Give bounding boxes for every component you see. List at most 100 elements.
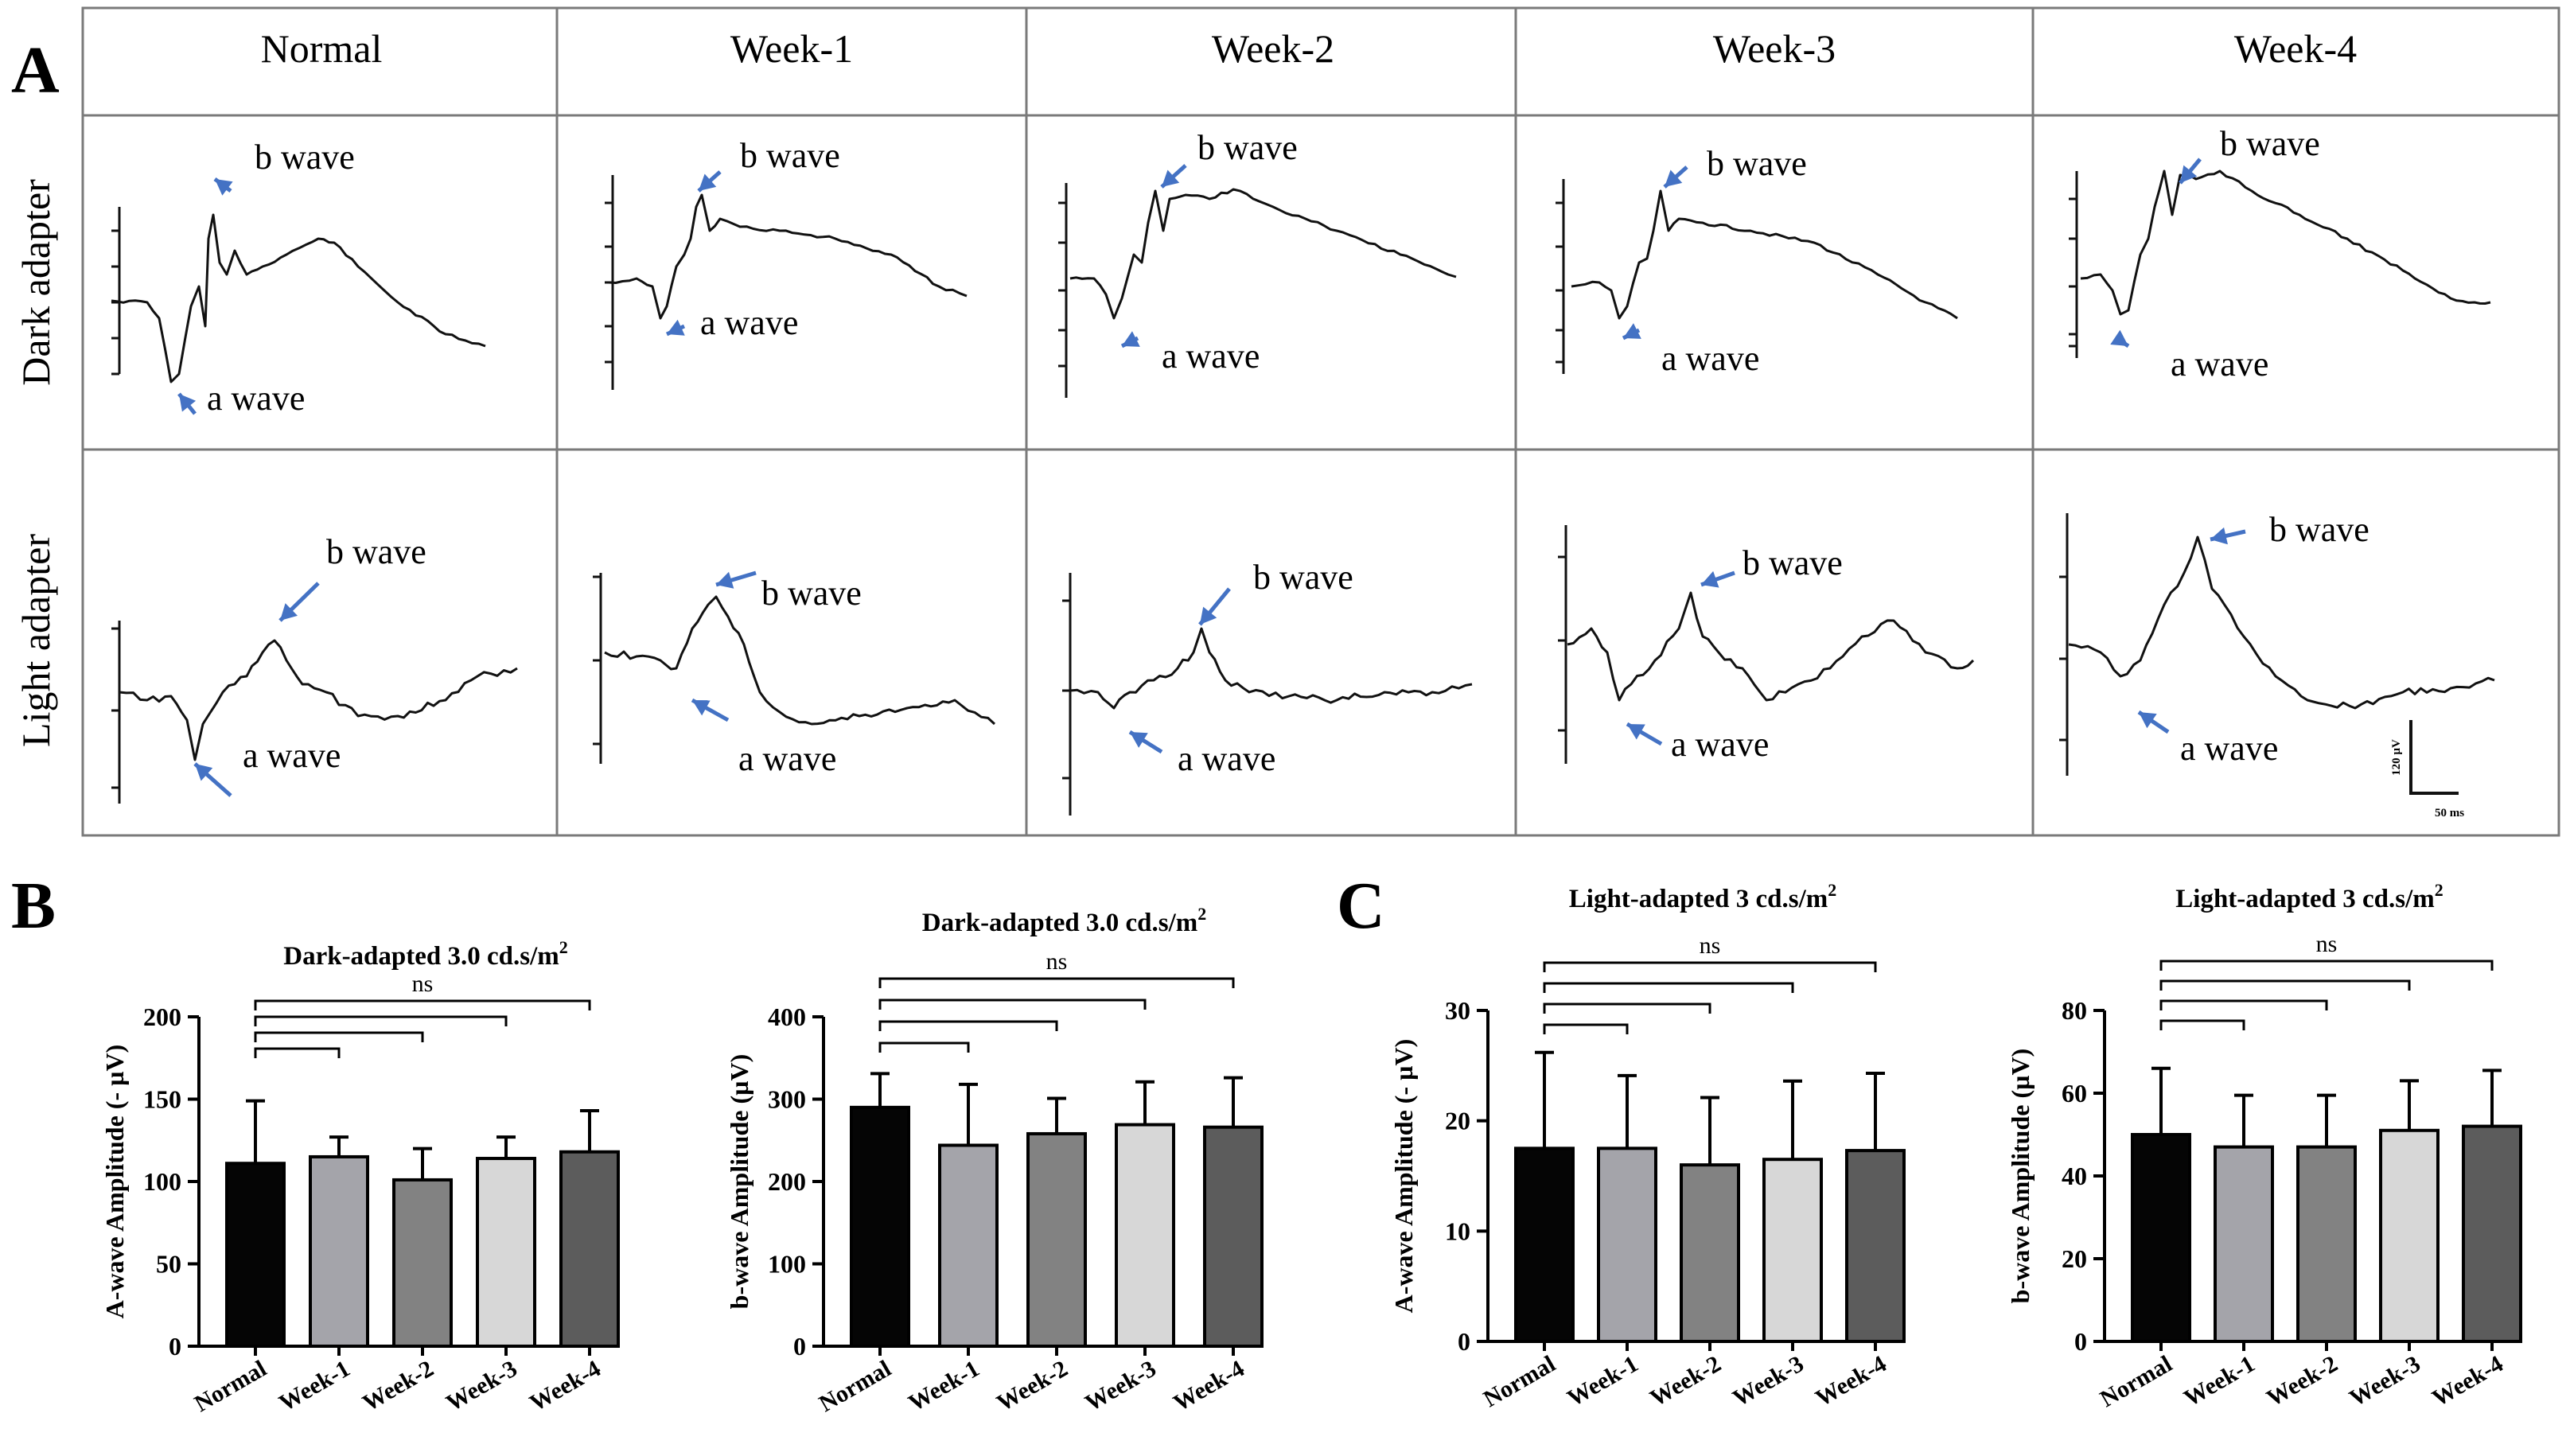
significance-label: ns [412, 971, 434, 997]
y-tick-label: 0 [793, 1332, 806, 1361]
b-wave-label: b wave [740, 136, 840, 175]
x-tick-label: Week-2 [358, 1355, 438, 1416]
chart-dark-a-wave: Dark-adapted 3.0 cd.s/m2 A-wave Amplitude… [100, 937, 620, 1417]
light-trace-axis-1 [593, 573, 602, 764]
b-wave-arrow [1198, 587, 1231, 626]
y-tick-label: 400 [768, 1002, 806, 1031]
significance-bracket [2159, 979, 2411, 991]
bar-normal [225, 1162, 286, 1349]
bar-week-2 [2296, 1145, 2357, 1343]
y-tick-label: 10 [1445, 1217, 1470, 1245]
x-tick-label: Week-1 [1563, 1350, 1642, 1411]
y-axis-label: A-wave Amplitude (- µV) [100, 1045, 129, 1319]
a-wave-label: a wave [2180, 729, 2278, 768]
b-wave-arrow [278, 582, 320, 622]
x-tick-label: Week-3 [442, 1355, 521, 1416]
chart-light-b-wave: Light-adapted 3 cd.s/m2 b-wave Amplitude … [2006, 880, 2522, 1412]
y-tick-label: 0 [169, 1332, 181, 1361]
x-tick-label: Week-4 [525, 1355, 605, 1416]
dark-trace-axis-2 [1058, 183, 1068, 398]
x-tick-label: Normal [190, 1355, 271, 1417]
light-trace-axis-0 [111, 621, 121, 804]
b-wave-arrow [2210, 527, 2246, 545]
significance-label: ns [1046, 948, 1068, 975]
y-tick-label: 20 [2062, 1244, 2087, 1273]
bar-week-4 [559, 1150, 620, 1348]
significance-bracket [878, 999, 1147, 1010]
y-axis-label: b-wave Amplitude (µV) [725, 1054, 753, 1310]
x-tick-label: Week-2 [992, 1355, 1072, 1416]
x-tick-label: Week-3 [1728, 1350, 1808, 1411]
b-wave-label: b wave [326, 532, 426, 571]
panel-letter-c: C [1337, 869, 1385, 943]
a-wave-label: a wave [207, 379, 305, 418]
y-tick-label: 300 [768, 1085, 806, 1114]
erg-trace [2080, 169, 2491, 316]
bar-week-1 [1597, 1147, 1657, 1344]
significance-bracket [1543, 1023, 1629, 1034]
a-wave-arrow [177, 392, 197, 415]
b-wave-arrow [2179, 158, 2202, 185]
light-trace-axis-4 [2059, 513, 2069, 776]
bar-week-4 [1203, 1125, 1264, 1348]
b-wave-arrow [1160, 164, 1187, 189]
light-trace-axis-2 [1062, 573, 1072, 816]
panel-a-grid [81, 6, 2560, 837]
light-trace-axis-3 [1558, 525, 1567, 764]
a-wave-arrow [2110, 329, 2130, 348]
erg-trace [1567, 591, 1975, 702]
b-wave-label: b wave [255, 138, 355, 177]
y-tick-label: 0 [1458, 1327, 1470, 1356]
bar-week-3 [1115, 1123, 1175, 1348]
dark-trace-axis-0 [111, 207, 121, 376]
bar-week-2 [392, 1178, 453, 1348]
a-wave-label: a wave [243, 736, 341, 775]
y-tick-label: 150 [143, 1085, 181, 1114]
significance-bracket [1543, 982, 1794, 993]
column-header-week-2: Week-2 [1212, 26, 1334, 71]
x-tick-label: Week-1 [2179, 1350, 2259, 1411]
significance-bracket [254, 1015, 508, 1026]
significance-bracket [878, 977, 1235, 988]
erg-trace [1571, 189, 1958, 320]
a-wave-label: a wave [1661, 339, 1759, 378]
x-tick-label: Normal [2096, 1350, 2177, 1412]
column-header-week-4: Week-4 [2234, 26, 2357, 71]
a-wave-arrow [1622, 323, 1641, 341]
bar-week-4 [2462, 1124, 2522, 1343]
b-wave-label: b wave [1707, 144, 1807, 183]
chart-title: Dark-adapted 3.0 cd.s/m2 [922, 904, 1207, 937]
erg-trace [1069, 188, 1457, 320]
significance-bracket [2159, 999, 2328, 1010]
dark-trace-axis-3 [1556, 179, 1565, 374]
b-wave-arrow [1663, 165, 1688, 189]
y-tick-label: 0 [2074, 1327, 2087, 1356]
bar-normal [850, 1105, 910, 1348]
column-header-week-1: Week-1 [730, 26, 853, 71]
b-wave-label: b wave [761, 574, 862, 613]
b-wave-label: b wave [2220, 124, 2320, 163]
significance-bracket [254, 1047, 341, 1058]
a-wave-arrow [193, 762, 232, 797]
a-wave-arrow [1626, 722, 1663, 746]
dark-trace-axis-4 [2069, 171, 2078, 358]
x-tick-label: Week-3 [2345, 1350, 2424, 1411]
significance-bracket [878, 1020, 1058, 1031]
chart-title: Light-adapted 3 cd.s/m2 [2175, 880, 2443, 913]
erg-trace [1069, 627, 1473, 710]
x-tick-label: Week-3 [1081, 1355, 1160, 1416]
chart-dark-b-wave: Dark-adapted 3.0 cd.s/m2 b-wave Amplitude… [725, 904, 1264, 1417]
a-wave-arrow [1128, 730, 1163, 754]
y-tick-label: 200 [143, 1002, 181, 1031]
column-header-normal: Normal [261, 26, 383, 71]
y-tick-label: 80 [2062, 996, 2087, 1025]
significance-bracket [1543, 1002, 1711, 1014]
significance-bracket [254, 999, 591, 1010]
y-tick-label: 30 [1445, 996, 1470, 1025]
row-label-dark-adapter: Dark adapter [14, 179, 58, 386]
erg-trace [111, 213, 486, 383]
scale-bar: 120 µV 50 ms [2390, 720, 2464, 819]
b-wave-label: b wave [2269, 510, 2369, 549]
scale-bar-time: 50 ms [2435, 807, 2464, 819]
significance-bracket [254, 1031, 424, 1042]
